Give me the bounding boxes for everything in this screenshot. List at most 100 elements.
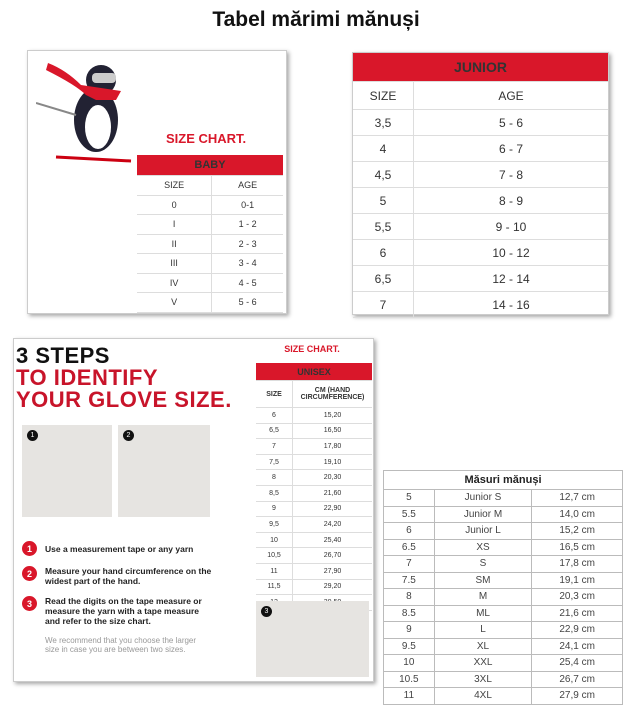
penguin-skier-illustration [36,63,132,163]
table-cell: 14 - 16 [413,291,608,318]
table-cell: 26,70 [292,547,372,564]
table-header-row: SIZE AGE [353,81,608,110]
table-cell: 7 - 8 [413,161,608,188]
table-row: 8,5 21,60 [256,485,372,502]
table-row: 9 L 22,9 cm [383,621,623,639]
table-cell: 19,10 [292,454,372,471]
table-cell: 17,8 cm [531,555,623,573]
table-row: II 2 - 3 [137,234,283,254]
table-cell: 8 [256,469,293,486]
table-cell: 25,4 cm [531,654,623,672]
step-3-photo: 3 [256,601,369,677]
table-row: 6 10 - 12 [353,239,608,266]
table-row: 11 27,90 [256,563,372,580]
table-cell: 6 [383,522,435,540]
table-cell: 4,5 [353,161,414,188]
masuri-manusi-table: Măsuri mănuși 5 Junior S 12,7 cm 5.5 Junior … [383,470,623,705]
table-cell: XXL [433,654,533,672]
steps-heading-1: 3 STEPS [16,343,110,368]
table-cell: SM [433,571,533,589]
step-text: Use a measurement tape or any yarn [45,544,194,554]
table-cell: Junior S [433,489,533,507]
table-row: 7 S 17,8 cm [383,555,623,573]
table-cell: 12,7 cm [531,489,623,507]
table-row: 6 Junior L 15,2 cm [383,522,623,540]
table-cell: 4XL [433,687,533,705]
table-cell: 24,20 [292,516,372,533]
table-cell: 9 [383,621,435,639]
table-row: 10 XXL 25,4 cm [383,654,623,672]
step-1-photo: 1 [22,425,112,517]
table-cell: 11 [383,687,435,705]
table-cell: 4 - 5 [211,273,283,293]
table-cell: 9.5 [383,637,435,655]
step-number: 1 [22,541,37,556]
table-cell: 5 [383,489,435,507]
unisex-table-wrap: UNISEX SIZE CM (HAND CIRCUMFERENCE) 6 15,2… [256,363,372,611]
table-cell: 5 - 6 [413,109,608,136]
table-cell: 8 [383,588,435,606]
glove-size-steps-panel: 3 STEPS TO IDENTIFY YOUR GLOVE SIZE. 1 2… [13,338,374,682]
table-cell: 14,0 cm [531,505,623,523]
step-3: 3 Read the digits on the tape measure or … [22,596,212,626]
table-row: 10.5 3XL 26,7 cm [383,670,623,688]
table-cell: 9,5 [256,516,293,533]
table-cell: 25,40 [292,532,372,549]
table-cell: 16,50 [292,423,372,440]
unisex-header: UNISEX [256,363,372,381]
table-cell: 4 [353,135,414,162]
table-cell: 5.5 [383,505,435,523]
table-cell: 11,5 [256,579,293,596]
table-cell: 27,9 cm [531,687,623,705]
table-cell: 16,5 cm [531,538,623,556]
table-cell: V [137,292,213,313]
table-row: 10,5 26,70 [256,547,372,564]
step-2-photo: 2 [118,425,210,517]
step-number: 2 [22,566,37,581]
column-header: AGE [413,81,608,110]
table-cell: 17,80 [292,438,372,455]
table-row: 11 4XL 27,9 cm [383,687,623,705]
table-cell: 1 - 2 [211,214,283,235]
table-cell: II [137,234,213,254]
table-cell: 29,20 [292,579,372,596]
table-row: 10 25,40 [256,532,372,549]
column-header: SIZE [137,175,213,196]
table-cell: 10,5 [256,547,293,564]
table-cell: 6 [256,407,293,424]
steps-list: 1 Use a measurement tape or any yarn 2 Mea… [22,541,212,654]
table-cell: 6 - 7 [413,135,608,162]
table-header-row: SIZE CM (HAND CIRCUMFERENCE) [256,380,372,408]
table-cell: 11 [256,563,293,580]
table-cell: 15,2 cm [531,522,623,540]
table-row: 6,5 12 - 14 [353,265,608,292]
baby-header: BABY [137,155,283,176]
table-cell: 7 [353,291,414,318]
column-header: CM (HAND CIRCUMFERENCE) [292,380,372,408]
table-row: 7 17,80 [256,438,372,455]
table-cell: 20,3 cm [531,588,623,606]
table-row: IV 4 - 5 [137,273,283,293]
table-cell: 5 [353,187,414,214]
table-row: 11,5 29,20 [256,579,372,596]
table-cell: 3XL [433,670,533,688]
table-cell: 10 [383,654,435,672]
recommendation-note: We recommend that you choose the larger … [45,636,197,654]
table-cell: L [433,621,533,639]
table-cell: 0 [137,195,213,215]
size-chart-label: SIZE CHART. [284,344,340,354]
table-row: 7.5 SM 19,1 cm [383,571,623,589]
photo-number: 1 [27,430,38,441]
table-cell: S [433,555,533,573]
step-1: 1 Use a measurement tape or any yarn [22,541,212,556]
column-header: AGE [211,175,283,196]
table-cell: 9 [256,501,293,518]
column-header: SIZE [353,81,414,110]
table-cell: 15,20 [292,407,372,424]
table-cell: 6,5 [353,265,414,292]
table-cell: 8.5 [383,604,435,622]
table-cell: 12 - 14 [413,265,608,292]
table-cell: 10.5 [383,670,435,688]
